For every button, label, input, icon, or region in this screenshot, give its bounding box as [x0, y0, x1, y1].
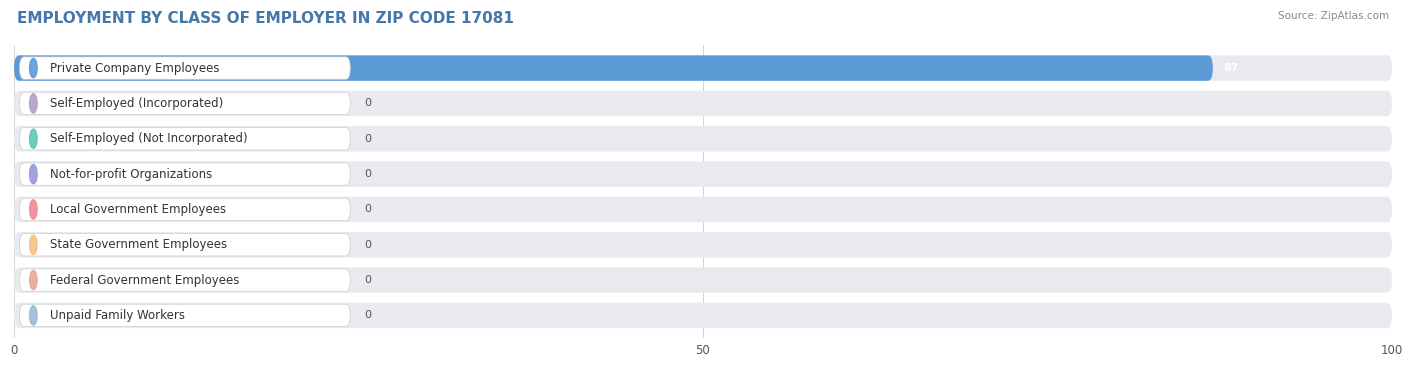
FancyBboxPatch shape: [14, 303, 1392, 328]
Circle shape: [30, 58, 37, 78]
Text: 0: 0: [364, 240, 371, 250]
FancyBboxPatch shape: [14, 55, 1392, 81]
FancyBboxPatch shape: [20, 269, 350, 291]
Text: Not-for-profit Organizations: Not-for-profit Organizations: [49, 168, 212, 180]
Circle shape: [30, 235, 37, 255]
Text: State Government Employees: State Government Employees: [49, 238, 226, 251]
FancyBboxPatch shape: [14, 161, 1392, 187]
Circle shape: [30, 200, 37, 219]
Text: Local Government Employees: Local Government Employees: [49, 203, 226, 216]
Text: 87: 87: [1223, 63, 1239, 73]
Text: EMPLOYMENT BY CLASS OF EMPLOYER IN ZIP CODE 17081: EMPLOYMENT BY CLASS OF EMPLOYER IN ZIP C…: [17, 11, 513, 26]
Circle shape: [30, 164, 37, 184]
Text: Federal Government Employees: Federal Government Employees: [49, 274, 239, 287]
Text: 0: 0: [364, 311, 371, 320]
Text: Source: ZipAtlas.com: Source: ZipAtlas.com: [1278, 11, 1389, 21]
FancyBboxPatch shape: [20, 92, 350, 115]
FancyBboxPatch shape: [14, 91, 1392, 116]
FancyBboxPatch shape: [20, 198, 350, 221]
Text: Unpaid Family Workers: Unpaid Family Workers: [49, 309, 184, 322]
FancyBboxPatch shape: [14, 55, 1213, 81]
Text: 0: 0: [364, 169, 371, 179]
FancyBboxPatch shape: [20, 163, 350, 185]
Circle shape: [30, 270, 37, 290]
FancyBboxPatch shape: [14, 197, 1392, 222]
FancyBboxPatch shape: [20, 127, 350, 150]
FancyBboxPatch shape: [14, 126, 1392, 152]
FancyBboxPatch shape: [20, 57, 350, 79]
FancyBboxPatch shape: [14, 232, 1392, 258]
FancyBboxPatch shape: [20, 304, 350, 327]
Text: 0: 0: [364, 275, 371, 285]
Text: 0: 0: [364, 205, 371, 214]
FancyBboxPatch shape: [14, 267, 1392, 293]
Text: Self-Employed (Incorporated): Self-Employed (Incorporated): [49, 97, 224, 110]
Text: Self-Employed (Not Incorporated): Self-Employed (Not Incorporated): [49, 132, 247, 145]
Text: 0: 0: [364, 99, 371, 108]
FancyBboxPatch shape: [20, 233, 350, 256]
Text: Private Company Employees: Private Company Employees: [49, 62, 219, 74]
Text: 0: 0: [364, 134, 371, 144]
Circle shape: [30, 306, 37, 325]
Circle shape: [30, 129, 37, 149]
Circle shape: [30, 94, 37, 113]
